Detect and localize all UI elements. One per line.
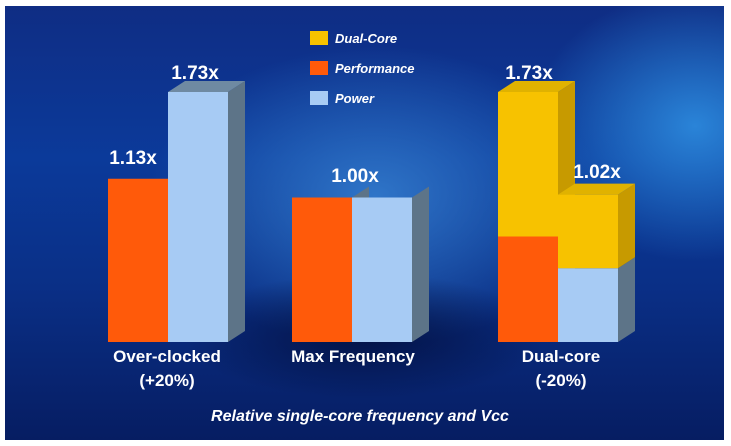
legend-label-power: Power [335, 91, 375, 106]
category-label-dualcore: Dual-core [522, 347, 600, 366]
category-label-max-frequency: Max Frequency [291, 347, 415, 366]
bar-dual-core-dual-core-stack-0-top [498, 81, 575, 92]
legend-label-performance: Performance [335, 61, 414, 76]
value-label-dualcore-second: 1.02x [573, 162, 621, 183]
legend-swatch-dual-core [310, 31, 328, 45]
legend: Dual-Core Performance Power [310, 31, 414, 106]
legend-swatch-performance [310, 61, 328, 75]
bar-dual-core-performance-front [498, 236, 558, 342]
chart-slide: 1.13x 1.73x 1.00x 1.73x 1.02x Over-clock… [5, 6, 724, 440]
bar-over-clocked-power-side [228, 81, 245, 342]
category-sublabel-dualcore: (-20%) [535, 371, 586, 390]
bar-dual-core-power-side [618, 257, 635, 342]
x-axis-caption: Relative single-core frequency and Vcc [211, 408, 509, 425]
value-label-overclocked-performance: 1.13x [109, 148, 157, 169]
value-label-max-frequency: 1.00x [331, 166, 379, 187]
bar-chart: 1.13x 1.73x 1.00x 1.73x 1.02x Over-clock… [108, 31, 635, 425]
bar-over-clocked-power-top [168, 81, 245, 92]
bars-layer [108, 81, 635, 342]
category-label-overclocked: Over-clocked [113, 347, 221, 366]
bar-over-clocked-performance-front [108, 178, 168, 342]
category-sublabel-overclocked: (+20%) [139, 371, 194, 390]
bar-dual-core-dual-core-stack-1-side [618, 183, 635, 269]
bar-dual-core-power-front [558, 268, 618, 342]
value-label-overclocked-power: 1.73x [171, 63, 219, 84]
legend-swatch-power [310, 91, 328, 105]
bar-max-frequency-power-front [352, 197, 412, 342]
bar-over-clocked-power-front [168, 92, 228, 342]
legend-label-dual-core: Dual-Core [335, 31, 397, 46]
value-label-dualcore-total: 1.73x [505, 63, 553, 84]
bar-max-frequency-power-side [412, 186, 429, 342]
bar-dual-core-dual-core-stack-1-front [558, 194, 618, 269]
bar-max-frequency-performance-front [292, 197, 352, 342]
bar-dual-core-dual-core-stack-1-top [558, 183, 635, 195]
bar-dual-core-dual-core-stack-0-front [498, 92, 558, 237]
